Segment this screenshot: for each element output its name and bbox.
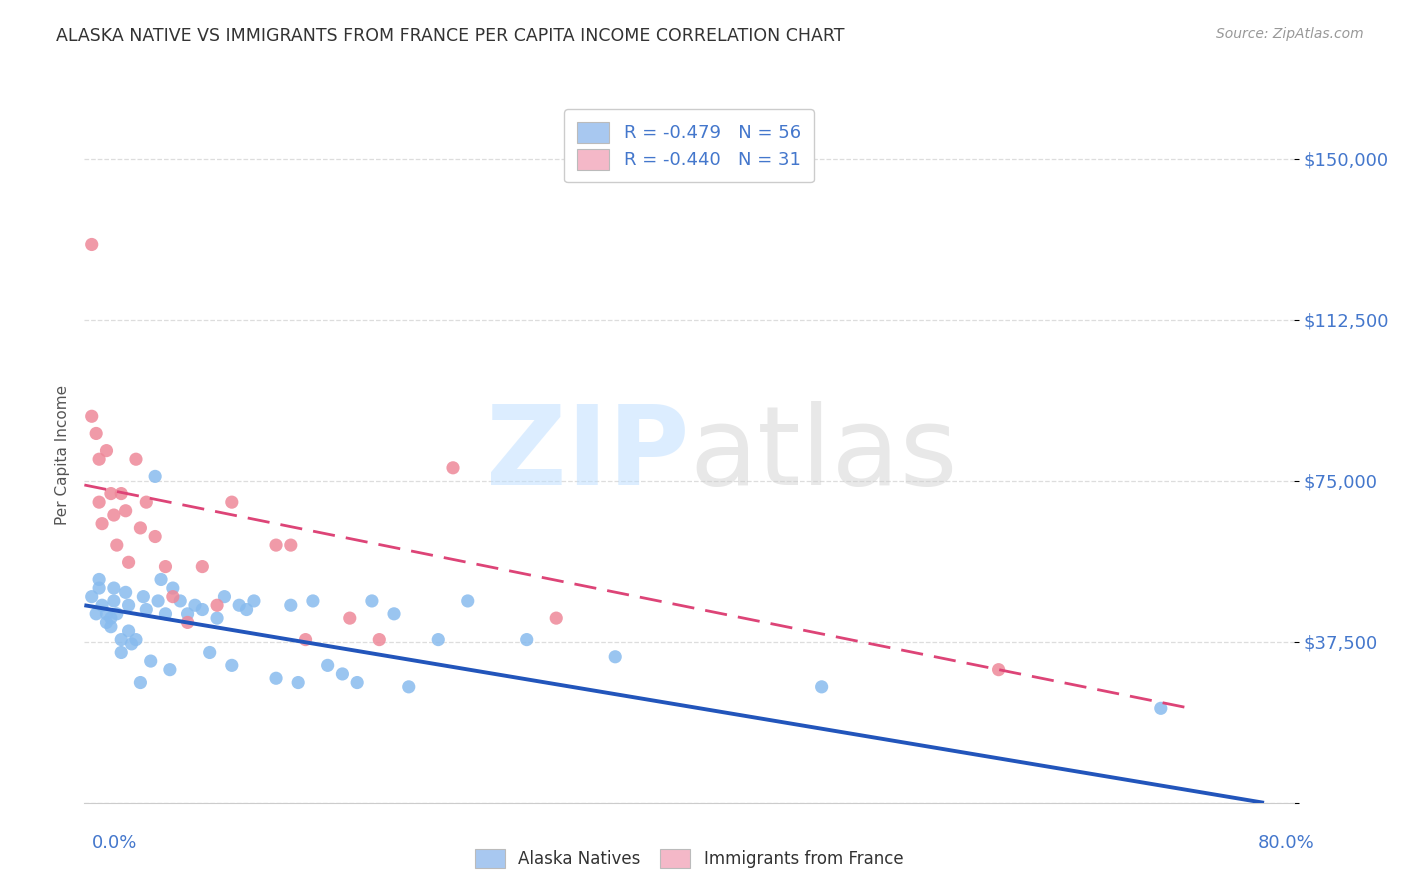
Point [605,649,627,664]
Point [150,573,173,587]
Point [129,521,152,535]
Point [184,599,207,613]
Point [125,632,148,647]
Point [810,680,832,694]
Text: atlas: atlas [689,401,957,508]
Point [205,599,228,613]
Point [159,663,181,677]
Point [176,615,198,630]
Point [316,658,339,673]
Point [110,486,132,500]
Point [162,590,184,604]
Point [398,680,420,694]
Point [155,559,177,574]
Point [457,594,479,608]
Point [84,426,107,441]
Point [214,590,236,604]
Point [339,611,361,625]
Text: 80.0%: 80.0% [1258,834,1315,852]
Point [382,607,405,621]
Point [264,538,287,552]
Point [103,581,125,595]
Text: ZIP: ZIP [485,401,689,508]
Point [441,460,464,475]
Point [139,654,162,668]
Point [103,508,125,522]
Y-axis label: Per Capita Income: Per Capita Income [55,384,70,525]
Point [294,632,316,647]
Point [117,624,139,638]
Point [91,599,114,613]
Point [280,538,302,552]
Point [191,559,214,574]
Point [80,590,103,604]
Point [87,495,110,509]
Point [84,607,107,621]
Point [117,555,139,569]
Point [346,675,368,690]
Point [155,607,177,621]
Point [80,237,103,252]
Point [368,632,391,647]
Point [117,599,139,613]
Point [235,602,257,616]
Point [87,573,110,587]
Legend: Alaska Natives, Immigrants from France: Alaska Natives, Immigrants from France [468,842,910,874]
Point [105,607,128,621]
Point [243,594,266,608]
Point [332,667,354,681]
Point [146,594,169,608]
Text: 0.0%: 0.0% [91,834,136,852]
Point [110,632,132,647]
Point [516,632,538,647]
Point [110,645,132,659]
Point [87,452,110,467]
Point [280,599,302,613]
Point [987,663,1010,677]
Point [143,529,166,543]
Point [221,495,243,509]
Point [103,594,125,608]
Point [80,409,103,424]
Point [1150,701,1173,715]
Point [96,615,118,630]
Point [205,611,228,625]
Point [96,443,118,458]
Point [176,607,198,621]
Point [87,581,110,595]
Text: ALASKA NATIVE VS IMMIGRANTS FROM FRANCE PER CAPITA INCOME CORRELATION CHART: ALASKA NATIVE VS IMMIGRANTS FROM FRANCE … [56,27,845,45]
Point [198,645,221,659]
Point [228,599,250,613]
Point [221,658,243,673]
Point [361,594,384,608]
Point [264,671,287,685]
Point [427,632,450,647]
Point [114,504,136,518]
Point [100,486,122,500]
Point [143,469,166,483]
Point [287,675,309,690]
Point [100,620,122,634]
Point [121,637,143,651]
Point [135,602,157,616]
Point [132,590,155,604]
Point [135,495,157,509]
Point [169,594,191,608]
Point [129,675,152,690]
Point [546,611,568,625]
Point [96,607,118,621]
Point [100,611,122,625]
Point [105,538,128,552]
Point [162,581,184,595]
Point [91,516,114,531]
Text: Source: ZipAtlas.com: Source: ZipAtlas.com [1216,27,1364,41]
Point [191,602,214,616]
Point [125,452,148,467]
Point [302,594,325,608]
Point [114,585,136,599]
